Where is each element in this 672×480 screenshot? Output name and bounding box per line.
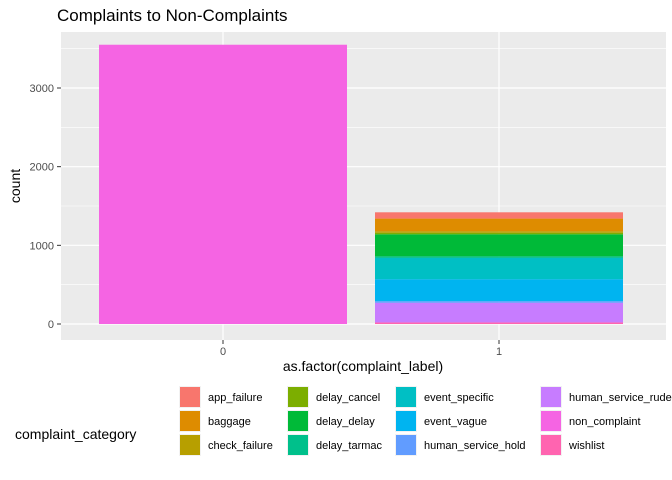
bar-segment-human-service-hold (375, 301, 623, 303)
y-tick-label: 2000 (30, 162, 54, 174)
legend-swatch-check-failure (180, 435, 200, 455)
legend-label: event_specific (424, 392, 494, 404)
legend-title: complaint_category (15, 426, 136, 442)
y-tick-label: 3000 (30, 83, 54, 95)
bar-segment-delay-tarmac (375, 256, 623, 258)
bar-segment-event-vague (375, 279, 623, 302)
legend-label: delay_delay (316, 416, 375, 428)
legend-label: non_complaint (569, 416, 641, 428)
legend-swatch-human-service-hold (396, 435, 416, 455)
bars (99, 44, 623, 324)
bar-segment-check-failure (375, 231, 623, 233)
y-tick-label: 0 (48, 319, 54, 331)
legend-swatch-delay-tarmac (288, 435, 308, 455)
bar-segment-delay-delay (375, 234, 623, 257)
legend-swatch-app-failure (180, 387, 200, 407)
y-axis: 0 1000 2000 3000 (30, 83, 61, 331)
y-axis-title: count (7, 169, 23, 203)
legend-swatch-non-complaint (541, 411, 561, 431)
bar-segment-delay-cancel (375, 232, 623, 235)
legend-swatch-event-vague (396, 411, 416, 431)
bar-segment-event-specific (375, 257, 623, 280)
x-axis-title: as.factor(complaint_label) (283, 358, 443, 374)
bar-segment-wishlist (375, 322, 623, 324)
bar-segment-baggage (375, 218, 623, 232)
legend-label: baggage (208, 416, 251, 428)
legend-label: human_service_hold (424, 440, 526, 452)
legend-swatch-baggage (180, 411, 200, 431)
legend-swatch-wishlist (541, 435, 561, 455)
chart-title: Complaints to Non-Complaints (57, 6, 288, 25)
legend-label: event_vague (424, 416, 487, 428)
x-tick-label: 0 (220, 346, 226, 358)
legend-swatch-human-service-rude (541, 387, 561, 407)
bar-segment-human-service-rude (375, 302, 623, 323)
legend-label: app_failure (208, 392, 262, 404)
x-tick-label: 1 (496, 346, 502, 358)
legend-label: delay_cancel (316, 392, 380, 404)
legend-swatch-event-specific (396, 387, 416, 407)
bar-segment-non-complaint (99, 44, 347, 324)
legend-label: delay_tarmac (316, 440, 383, 452)
bar-segment-app-failure (375, 212, 623, 219)
legend-label: check_failure (208, 440, 273, 452)
legend-swatch-delay-delay (288, 411, 308, 431)
y-tick-label: 1000 (30, 240, 54, 252)
legend-swatch-delay-cancel (288, 387, 308, 407)
legend-label: human_service_rude (569, 392, 672, 404)
legend-label: wishlist (568, 440, 604, 452)
